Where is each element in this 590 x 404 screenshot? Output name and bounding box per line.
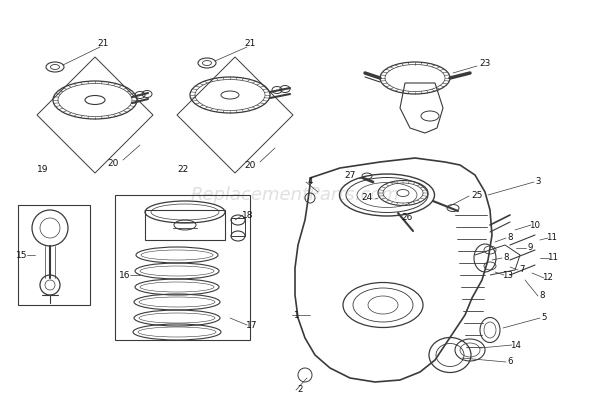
Text: 3: 3 (535, 177, 541, 187)
Text: 27: 27 (345, 172, 356, 181)
Text: 15: 15 (17, 250, 28, 259)
Text: 8: 8 (539, 292, 545, 301)
Text: 14: 14 (510, 341, 522, 349)
Text: 10: 10 (529, 221, 540, 229)
Text: 19: 19 (37, 166, 49, 175)
Text: 9: 9 (527, 244, 533, 252)
Text: 25: 25 (471, 191, 483, 200)
Text: 7: 7 (519, 265, 525, 274)
Text: 21: 21 (244, 38, 255, 48)
Text: 12: 12 (542, 274, 553, 282)
Text: 8: 8 (503, 253, 509, 263)
Text: 20: 20 (107, 158, 119, 168)
Text: 5: 5 (541, 314, 547, 322)
Text: 16: 16 (119, 271, 131, 280)
Text: 11: 11 (546, 234, 558, 242)
Text: 1: 1 (293, 311, 299, 320)
Text: 13: 13 (503, 271, 513, 280)
Text: 17: 17 (246, 320, 258, 330)
Text: 8: 8 (507, 234, 513, 242)
Bar (145, 210, 225, 240)
Text: 18: 18 (242, 210, 254, 219)
Text: 2: 2 (297, 385, 303, 394)
Text: 6: 6 (507, 358, 513, 366)
Bar (18, 205, 90, 305)
Text: 21: 21 (97, 38, 109, 48)
Bar (231, 218, 245, 236)
Text: 26: 26 (401, 213, 412, 223)
Text: 20: 20 (244, 160, 255, 170)
Text: 23: 23 (479, 59, 491, 67)
Text: 24: 24 (361, 194, 373, 202)
Text: 4: 4 (307, 177, 313, 187)
Bar (115, 195, 250, 340)
Text: ReplacementParts.com: ReplacementParts.com (191, 186, 399, 204)
Text: 11: 11 (548, 253, 559, 263)
Text: 22: 22 (178, 166, 189, 175)
